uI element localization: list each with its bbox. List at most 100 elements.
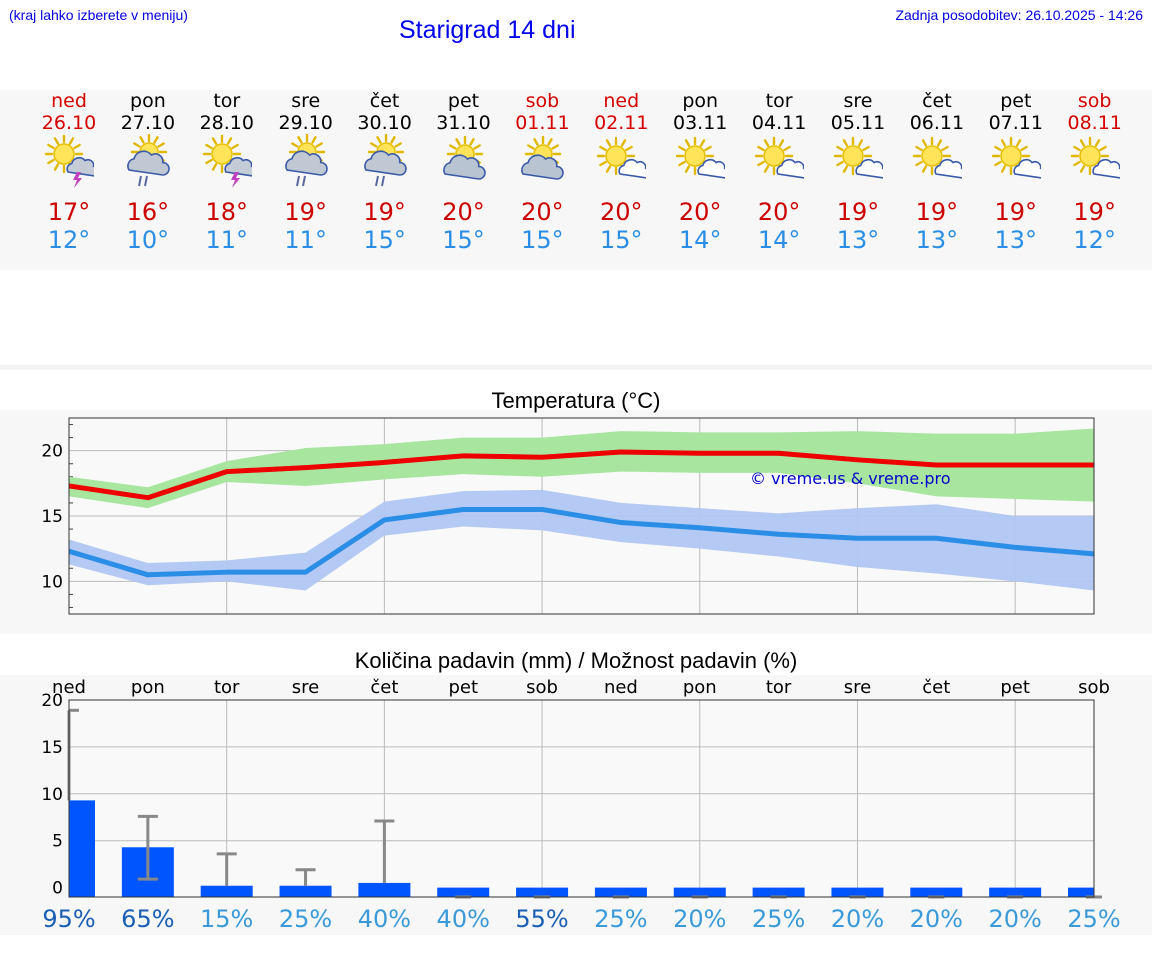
day-name: sre <box>843 90 873 112</box>
max-temperature: 18° <box>205 198 249 226</box>
sun-small-cloud-icon <box>754 136 805 179</box>
day-name: čet <box>369 90 400 112</box>
precipitation-probability: 40% <box>358 905 411 933</box>
day-column: pet 07.11 19° 13° <box>976 90 1056 270</box>
x-category-label: sob <box>526 677 558 698</box>
max-temperature: 19° <box>363 198 406 226</box>
day-name: ned <box>603 90 640 112</box>
y-tick-label: 10 <box>41 572 63 592</box>
day-column: tor 28.10 18° 11° <box>187 90 267 270</box>
x-category-label: sre <box>844 677 871 698</box>
day-column: pet 31.10 20° 15° <box>424 90 504 270</box>
precipitation-probability: 65% <box>121 905 174 933</box>
precipitation-probability: 95% <box>42 905 95 933</box>
day-date: 07.11 <box>988 112 1043 134</box>
day-column: tor 04.11 20° 14° <box>739 90 819 270</box>
sun-small-cloud-icon <box>912 136 962 179</box>
y-tick-label: 0 <box>52 879 63 899</box>
precipitation-bar <box>831 887 884 897</box>
precipitation-probability: 25% <box>594 905 647 933</box>
day-name: čet <box>922 90 952 112</box>
sun-small-cloud-icon <box>675 136 726 179</box>
precipitation-probability: 25% <box>279 905 332 933</box>
max-temperature: 20° <box>757 198 801 226</box>
min-temperature-line <box>68 506 1095 578</box>
precipitation-probability: 40% <box>437 905 490 933</box>
min-temperature: 10° <box>126 226 170 254</box>
x-category-label: ned <box>604 677 638 698</box>
sun-cloud-rain-icon <box>127 134 170 187</box>
precipitation-probability: 55% <box>515 905 568 933</box>
x-category-label: čet <box>922 677 950 698</box>
day-column: sob 01.11 20° 15° <box>502 90 582 270</box>
day-date: 04.11 <box>751 112 807 134</box>
day-column: pon 03.11 20° 14° <box>660 90 740 270</box>
day-date: 31.10 <box>436 112 491 134</box>
sun-small-cloud-icon <box>833 136 883 179</box>
precipitation-bar <box>1068 887 1094 897</box>
y-tick-label: 20 <box>41 442 63 462</box>
precipitation-bar <box>516 887 569 897</box>
min-temperature-band <box>69 489 1094 591</box>
max-temperature: 19° <box>915 198 959 226</box>
section-divider <box>0 365 1152 370</box>
day-column: ned 02.11 20° 15° <box>581 90 661 270</box>
day-date: 02.11 <box>594 112 649 134</box>
max-temperature: 19° <box>994 198 1038 226</box>
day-column: sob 08.11 19° 12° <box>1055 90 1135 270</box>
max-temperature: 20° <box>600 198 643 226</box>
precipitation-bar <box>989 887 1042 897</box>
day-date: 27.10 <box>120 112 176 134</box>
y-tick-label: 15 <box>41 738 63 758</box>
day-name: pet <box>1000 90 1032 112</box>
min-temperature: 13° <box>994 226 1038 254</box>
watermark-text: © vreme.us & vreme.pro <box>750 469 951 488</box>
precipitation-bar <box>358 882 411 897</box>
precipitation-bar <box>69 800 95 897</box>
min-temperature: 11° <box>284 226 327 254</box>
x-category-label: čet <box>370 677 398 698</box>
y-tick-label: 15 <box>41 507 63 527</box>
precipitation-probability: 25% <box>752 905 805 933</box>
day-date: 30.10 <box>357 112 412 134</box>
temperature-chart: 10 15 20 © vreme.us & vreme.pro <box>41 417 1095 615</box>
day-name: pet <box>447 90 480 112</box>
day-name: pon <box>130 90 166 112</box>
precipitation-probability: 20% <box>910 905 963 933</box>
precipitation-probability: 15% <box>200 905 253 933</box>
max-temperature: 20° <box>678 198 722 226</box>
max-temperature: 19° <box>284 198 327 226</box>
day-name: ned <box>51 90 87 112</box>
precipitation-probability: 20% <box>831 905 884 933</box>
precipitation-bar <box>279 885 332 897</box>
min-temperature: 15° <box>521 226 564 254</box>
day-date: 08.11 <box>1067 112 1122 134</box>
day-name: pon <box>682 90 719 112</box>
min-temperature: 15° <box>363 226 406 254</box>
x-category-label: pon <box>131 677 165 698</box>
day-column: pon 27.10 16° 10° <box>108 90 188 270</box>
day-column: sre 05.11 19° 13° <box>818 90 898 270</box>
sun-cloud-rain-icon <box>284 134 328 187</box>
max-temperature: 19° <box>1073 198 1116 226</box>
x-category-label: sob <box>1078 677 1110 698</box>
min-temperature: 13° <box>836 226 880 254</box>
header-left-note[interactable]: (kraj lahko izberete v meniju) <box>9 7 188 23</box>
y-tick-label: 10 <box>41 785 63 805</box>
day-column: ned 26.10 17° 12° <box>29 90 109 270</box>
x-category-label: ned <box>52 677 86 698</box>
x-category-label: sre <box>292 677 319 698</box>
page-title: Starigrad 14 dni <box>399 16 576 44</box>
sun-small-cloud-icon <box>991 136 1041 179</box>
precipitation-bar <box>910 887 963 897</box>
precipitation-bar <box>437 887 490 897</box>
sun-small-cloud-icon <box>1070 136 1120 179</box>
precipitation-probability: 20% <box>988 905 1041 933</box>
daily-forecast-strip: ned 26.10 17° 12° pon 27.10 16° 10° tor 28.10 18° 1… <box>0 90 1152 270</box>
max-temperature-band <box>69 428 1094 509</box>
precipitation-bar <box>594 887 647 897</box>
max-temperature: 16° <box>126 198 170 226</box>
min-temperature: 11° <box>205 226 249 254</box>
precipitation-bar <box>673 887 726 897</box>
